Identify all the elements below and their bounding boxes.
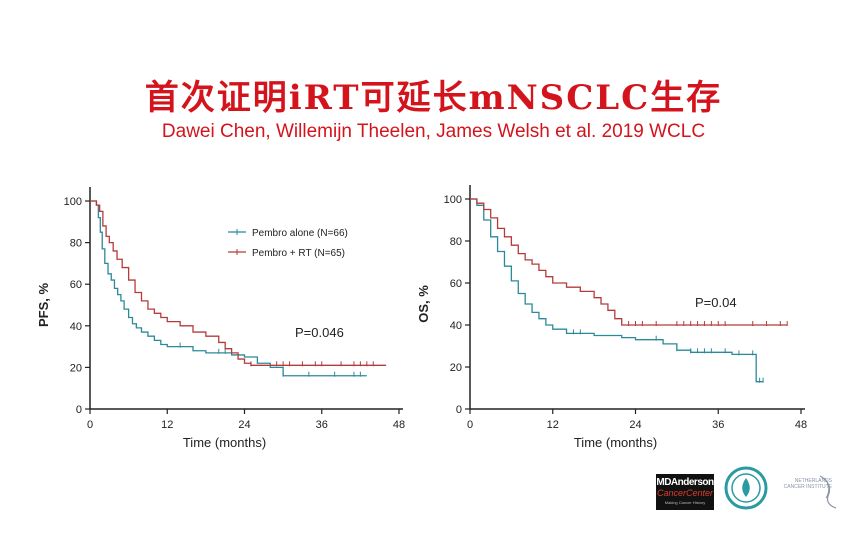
x-tick-label: 48 bbox=[795, 419, 807, 431]
x-tick-label: 24 bbox=[629, 419, 641, 431]
x-tick-label: 36 bbox=[712, 419, 724, 431]
km-curve-pembro-rt bbox=[90, 200, 387, 366]
km-curve-pembro-rt bbox=[470, 198, 788, 326]
x-tick-label: 12 bbox=[547, 419, 559, 431]
x-tick-label: 12 bbox=[161, 419, 173, 431]
p-value-annotation: P=0.04 bbox=[695, 295, 737, 310]
y-tick-label: 100 bbox=[64, 196, 82, 208]
slide-title: 首次证明iRT可延长mNSCLC生存 bbox=[144, 78, 723, 118]
legend-label: Pembro + RT (N=65) bbox=[252, 248, 345, 259]
slide-subtitle: Dawei Chen, Willemijn Theelen, James Wel… bbox=[161, 121, 706, 142]
x-tick-label: 0 bbox=[87, 419, 93, 431]
nki-logo bbox=[819, 475, 837, 509]
y-axis-label: OS, % bbox=[416, 285, 431, 323]
y-tick-label: 20 bbox=[70, 362, 82, 374]
x-axis-label: Time (months) bbox=[183, 435, 266, 450]
y-axis-label: PFS, % bbox=[36, 283, 51, 328]
y-tick-label: 40 bbox=[450, 320, 462, 332]
x-tick-label: 48 bbox=[393, 419, 405, 431]
y-tick-label: 80 bbox=[70, 238, 82, 250]
mdanderson-logo: MDAnderson CancerCenter Making Cancer Hi… bbox=[656, 474, 714, 510]
nki-logo-text: NETHERLANDS CANCER INSTITUTE bbox=[783, 478, 832, 490]
mdanderson-logo-line2: CancerCenter bbox=[656, 488, 714, 498]
x-tick-label: 36 bbox=[316, 419, 328, 431]
legend-label: Pembro alone (N=66) bbox=[252, 228, 348, 239]
y-tick-label: 60 bbox=[70, 279, 82, 291]
x-tick-label: 0 bbox=[467, 419, 473, 431]
mdanderson-logo-line3: Making Cancer History bbox=[664, 500, 706, 505]
km-curve-pembro-alone bbox=[470, 198, 764, 383]
y-tick-label: 0 bbox=[76, 404, 82, 416]
km-curve-pembro-alone bbox=[90, 200, 367, 377]
y-tick-label: 20 bbox=[450, 362, 462, 374]
y-tick-label: 40 bbox=[70, 321, 82, 333]
x-axis-label: Time (months) bbox=[574, 435, 657, 450]
y-tick-label: 60 bbox=[450, 278, 462, 290]
y-tick-label: 100 bbox=[444, 194, 462, 206]
y-tick-label: 80 bbox=[450, 236, 462, 248]
p-value-annotation: P=0.046 bbox=[295, 325, 344, 340]
y-tick-label: 0 bbox=[456, 404, 462, 416]
mdanderson-logo-line1: MDAnderson bbox=[656, 477, 714, 488]
society-seal-logo bbox=[724, 466, 768, 510]
x-tick-label: 24 bbox=[238, 419, 250, 431]
